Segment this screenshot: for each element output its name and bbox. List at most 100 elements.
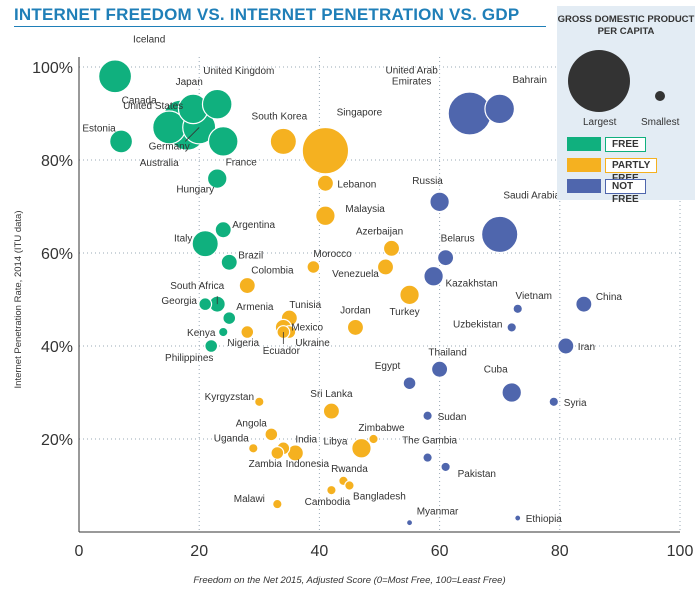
point-label-singapore: Singapore [337,108,383,119]
point-label-russia: Russia [412,176,443,187]
point-label-myanmar: Myanmar [417,507,459,518]
point-label-indonesia: Indonesia [286,459,330,470]
bubble-france [207,126,239,157]
bubble-philippines [204,339,219,353]
point-label-france: France [226,157,258,168]
point-label-canada: Canada [122,95,157,106]
bubble-nigeria [240,325,255,340]
bubble-cambodia [326,484,337,496]
bubble-azerbaijan [382,239,401,257]
point-label-jordan: Jordan [340,305,371,316]
bubble-venezuela [376,258,395,276]
bubble-armenia [222,311,237,326]
point-label-lebanon: Lebanon [337,179,376,190]
point-label-angola: Angola [236,418,268,429]
point-label-mexico: Mexico [291,322,323,333]
legend: GROSS DOMESTIC PRODUCT PER CAPITA Larges… [557,6,695,205]
point-label-ethiopia: Ethiopia [526,514,563,525]
point-label-united-states: United States [123,101,183,112]
point-label-ukraine: Ukraine [295,338,330,349]
bubble-thailand [430,360,449,378]
bubble-georgia [198,297,213,312]
point-label-cuba: Cuba [484,365,508,376]
bubble-morocco [306,259,321,274]
point-label-malawi: Malawi [234,494,265,505]
bubble-singapore [301,126,350,175]
bubble-estonia [109,129,134,154]
bubble-the-gambia [422,452,433,463]
bubble-malawi [272,498,283,510]
y-tick-label: 80% [41,153,73,170]
bubble-uganda [248,443,259,454]
legend-label-not-free: NOT FREE [605,179,646,205]
point-label-azerbaijan: Azerbaijan [356,226,403,237]
bubble-vietnam [512,303,524,315]
point-label-iceland: Iceland [133,34,165,45]
point-label-germany: Germany [149,141,190,152]
point-label-cambodia: Cambodia [305,497,351,508]
y-axis-label: Internet Penetration Rate, 2014 (ITU dat… [13,211,24,389]
bubble-hungary [206,168,228,189]
bubble-egypt [402,376,417,391]
point-label-estonia: Estonia [82,123,116,134]
point-label-south-africa: South Africa [170,281,224,292]
point-label-armenia: Armenia [236,302,274,313]
point-label-india: India [295,434,317,445]
point-label-venezuela: Venezuela [332,269,379,280]
bubble-angola [264,427,279,442]
point-label-nigeria: Nigeria [227,338,259,349]
legend-size-title: GROSS DOMESTIC PRODUCT PER CAPITA [557,14,695,37]
title-rule [14,26,546,27]
x-tick-label: 20 [190,543,208,560]
point-label-iran: Iran [578,342,595,353]
point-label-bangladesh: Bangladesh [353,492,406,503]
point-label-kenya: Kenya [187,328,216,339]
point-label-kazakhstan: Kazakhstan [445,278,497,289]
point-label-tunisia: Tunisia [289,300,321,311]
bubble-argentina [214,221,232,239]
y-tick-label: 20% [41,432,73,449]
point-label-south-korea: South Korea [252,111,308,122]
bubble-ethiopia [514,514,522,522]
point-label-zambia: Zambia [249,459,283,470]
point-label-the-gambia: The Gambia [402,436,457,447]
point-label-thailand: Thailand [428,347,466,358]
point-label-hungary: Hungary [176,185,214,196]
y-tick-label: 40% [41,339,73,356]
bubble-iceland [98,59,133,94]
point-label-bahrain: Bahrain [512,75,546,86]
bubble-belarus [436,249,455,267]
point-label-philippines: Philippines [165,353,213,364]
point-label-georgia: Georgia [161,296,197,307]
bubble-united-kingdom [201,88,233,120]
bubble-iran [557,337,575,355]
bubble-kyrgyzstan [254,396,265,408]
point-label-japan: Japan [176,77,203,88]
point-label-morocco: Morocco [313,249,352,260]
legend-swatch-partly-free [567,158,601,172]
bubble-china [575,295,593,313]
legend-smallest-bubble [655,91,665,101]
point-label-vietnam: Vietnam [515,291,552,302]
legend-largest-label: Largest [583,117,617,128]
legend-size-bubbles [568,50,665,112]
x-axis-label: Freedom on the Net 2015, Adjusted Score … [193,575,505,586]
legend-label-partly-free: PARTLY FREE [605,158,658,184]
point-label-belarus: Belarus [441,234,475,245]
point-label-united-arab-emirates: United Arab Emirates [386,66,439,88]
legend-label-free: FREE [605,137,646,152]
point-label-malaysia: Malaysia [345,204,385,215]
point-label-brazil: Brazil [238,250,263,261]
bubble-russia [429,191,450,213]
x-tick-label: 40 [311,543,329,560]
bubble-united-arab-emirates [447,91,492,136]
point-label-italy: Italy [174,234,192,245]
bubble-saudi-arabia [480,215,519,254]
point-label-sudan: Sudan [438,412,467,423]
bubble-colombia [238,276,256,295]
bubble-libya [351,437,372,459]
point-label-colombia: Colombia [251,266,294,277]
bubble-turkey [399,284,420,306]
bubble-zimbabwe [368,433,379,445]
